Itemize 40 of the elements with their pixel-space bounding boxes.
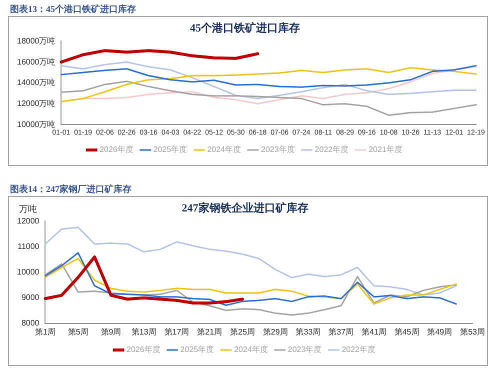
legend-label: 2023年度 (261, 145, 295, 154)
legend-label: 2024年度 (234, 345, 268, 354)
chart-title: 247家钢铁企业进口矿库存 (182, 201, 308, 214)
y-tick-label: 9000 (21, 293, 40, 302)
x-tick-label: 第17周 (164, 327, 190, 336)
x-tick-label: 第5周 (68, 327, 88, 336)
chart-title: 45个港口铁矿进口库存 (190, 21, 300, 34)
y-tick-label: 8000 (21, 318, 40, 328)
y-axis-title: 万吨 (19, 203, 37, 216)
legend-label: 2025年度 (153, 145, 188, 154)
legend-label: 2025年度 (180, 345, 214, 354)
x-tick-label: 第21周 (197, 327, 222, 336)
x-tick-label: 第1周 (35, 327, 56, 336)
y-tick-label: 10000万吨 (16, 120, 56, 129)
legend-label: 2022年度 (342, 345, 376, 354)
x-tick-label: 第53周 (460, 327, 486, 336)
legend-label: 2026年度 (126, 345, 160, 354)
x-tick-label: 第25周 (230, 327, 255, 336)
y-tick-label: 11000 (18, 242, 40, 251)
chart-subtitle: 图表13：45个港口铁矿进口库存 (9, 3, 137, 16)
y-tick-label: 10000 (16, 268, 40, 277)
x-tick-label: 第37周 (328, 327, 354, 336)
legend-label: 2023年度 (288, 345, 322, 354)
x-tick-label: 第45周 (394, 327, 420, 336)
x-tick-label: 第41周 (361, 327, 386, 336)
y-tick-label: 12000 (16, 216, 40, 226)
legend-label: 2021年度 (368, 145, 402, 154)
y-tick-label: 18000万吨 (16, 36, 56, 46)
y-tick-label: 12000万吨 (16, 98, 56, 108)
x-tick-label: 第29周 (262, 327, 288, 336)
chart-subtitle: 图表14：247家钢厂进口矿库存 (9, 183, 132, 196)
x-tick-label: 第9周 (100, 327, 122, 336)
y-tick-label: 14000万吨 (16, 78, 56, 88)
x-tick-label: 第33周 (296, 327, 321, 336)
x-tick-label: 第49周 (427, 327, 452, 336)
legend-label: 2024年度 (207, 145, 241, 154)
legend-label: 2026年度 (100, 145, 134, 154)
y-tick-label: 16000万吨 (16, 57, 56, 66)
x-tick-label: 第13周 (131, 327, 156, 336)
legend-label: 2022年度 (314, 145, 349, 154)
